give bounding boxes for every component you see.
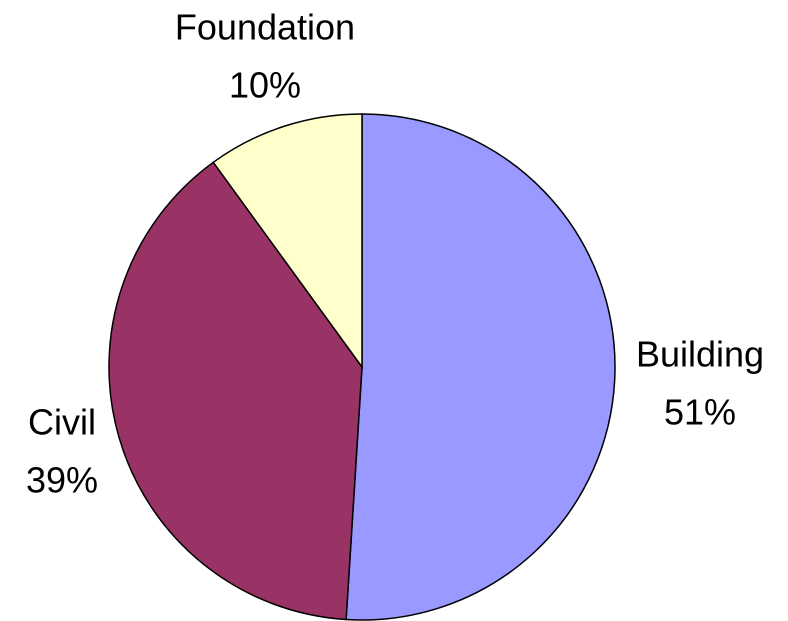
pie-slice bbox=[108, 161, 363, 621]
slice-percent: 51% bbox=[664, 392, 736, 433]
pie-slice bbox=[345, 113, 616, 621]
slice-label: Foundation bbox=[175, 7, 355, 48]
slice-label: Building bbox=[636, 334, 764, 375]
slice-label: Civil bbox=[28, 402, 96, 443]
slice-percent: 39% bbox=[26, 460, 98, 501]
pie-slice bbox=[212, 113, 363, 370]
slice-percent: 10% bbox=[229, 65, 301, 106]
